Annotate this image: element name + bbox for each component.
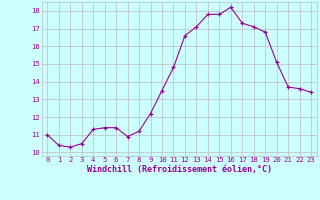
X-axis label: Windchill (Refroidissement éolien,°C): Windchill (Refroidissement éolien,°C)	[87, 165, 272, 174]
